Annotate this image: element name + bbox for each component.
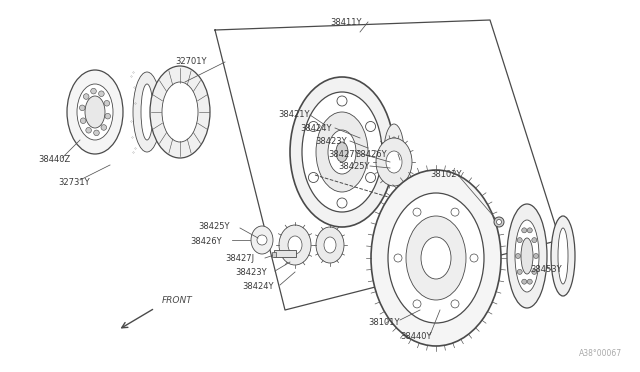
Ellipse shape xyxy=(390,137,398,167)
Text: 38426Y: 38426Y xyxy=(355,150,387,159)
Ellipse shape xyxy=(316,227,344,263)
Circle shape xyxy=(527,228,532,233)
Ellipse shape xyxy=(77,84,113,140)
Circle shape xyxy=(527,279,532,284)
Circle shape xyxy=(86,128,92,133)
Circle shape xyxy=(91,88,96,94)
Ellipse shape xyxy=(251,226,273,254)
Text: 38425Y: 38425Y xyxy=(198,222,230,231)
Ellipse shape xyxy=(521,238,533,274)
Text: 38427J: 38427J xyxy=(225,254,254,263)
Ellipse shape xyxy=(279,225,311,265)
Ellipse shape xyxy=(515,220,539,292)
Circle shape xyxy=(104,100,109,106)
Ellipse shape xyxy=(386,151,402,173)
Circle shape xyxy=(497,219,502,224)
Circle shape xyxy=(308,173,319,183)
Ellipse shape xyxy=(406,216,466,300)
Ellipse shape xyxy=(290,77,394,227)
Text: 38421Y: 38421Y xyxy=(278,110,310,119)
Ellipse shape xyxy=(67,70,123,154)
Ellipse shape xyxy=(371,170,501,346)
Circle shape xyxy=(337,198,347,208)
Circle shape xyxy=(365,122,376,131)
Bar xyxy=(274,250,296,257)
Text: A38°00067: A38°00067 xyxy=(579,349,622,358)
Text: 38424Y: 38424Y xyxy=(300,124,332,133)
Circle shape xyxy=(532,238,537,243)
Circle shape xyxy=(308,122,319,131)
Ellipse shape xyxy=(388,193,484,323)
Circle shape xyxy=(99,91,104,96)
Text: 38425Y: 38425Y xyxy=(338,162,369,171)
Ellipse shape xyxy=(288,236,302,254)
Ellipse shape xyxy=(141,84,153,140)
Bar xyxy=(272,252,276,257)
Ellipse shape xyxy=(384,124,404,180)
Circle shape xyxy=(517,269,522,275)
Ellipse shape xyxy=(507,204,547,308)
Ellipse shape xyxy=(302,92,382,212)
Ellipse shape xyxy=(150,66,210,158)
Circle shape xyxy=(337,96,347,106)
Circle shape xyxy=(413,208,421,216)
Text: 38423Y: 38423Y xyxy=(235,268,267,277)
Circle shape xyxy=(394,254,402,262)
Text: 38101Y: 38101Y xyxy=(368,318,399,327)
Text: 38424Y: 38424Y xyxy=(242,282,273,291)
Text: 32731Y: 32731Y xyxy=(58,178,90,187)
Text: 38423Y: 38423Y xyxy=(315,137,347,146)
Text: 38411Y: 38411Y xyxy=(330,18,362,27)
Ellipse shape xyxy=(328,130,356,174)
Text: 38440Z: 38440Z xyxy=(38,155,70,164)
Text: 38453Y: 38453Y xyxy=(530,265,562,274)
Circle shape xyxy=(413,300,421,308)
Ellipse shape xyxy=(133,72,161,152)
Circle shape xyxy=(101,125,107,130)
Ellipse shape xyxy=(324,237,336,253)
Circle shape xyxy=(522,279,527,284)
Text: 38102Y: 38102Y xyxy=(430,170,461,179)
Text: 38440Y: 38440Y xyxy=(400,332,431,341)
Ellipse shape xyxy=(316,112,368,192)
Circle shape xyxy=(79,105,85,110)
Ellipse shape xyxy=(162,82,198,142)
Ellipse shape xyxy=(376,138,412,186)
Circle shape xyxy=(515,253,520,259)
Circle shape xyxy=(257,235,267,245)
Text: 38426Y: 38426Y xyxy=(190,237,221,246)
Circle shape xyxy=(365,173,376,183)
Circle shape xyxy=(470,254,478,262)
Text: 38427Y: 38427Y xyxy=(328,150,360,159)
Ellipse shape xyxy=(421,237,451,279)
Text: FRONT: FRONT xyxy=(162,296,193,305)
Circle shape xyxy=(534,253,538,259)
Ellipse shape xyxy=(551,216,575,296)
Circle shape xyxy=(522,228,527,233)
Circle shape xyxy=(105,113,111,119)
Circle shape xyxy=(81,118,86,124)
Ellipse shape xyxy=(85,96,105,128)
Text: 32701Y: 32701Y xyxy=(175,57,207,66)
Circle shape xyxy=(451,208,459,216)
Circle shape xyxy=(494,217,504,227)
Circle shape xyxy=(517,238,522,243)
Ellipse shape xyxy=(336,142,348,162)
Circle shape xyxy=(451,300,459,308)
Circle shape xyxy=(532,269,537,275)
Circle shape xyxy=(83,94,89,99)
Ellipse shape xyxy=(558,228,568,284)
Circle shape xyxy=(93,130,99,136)
